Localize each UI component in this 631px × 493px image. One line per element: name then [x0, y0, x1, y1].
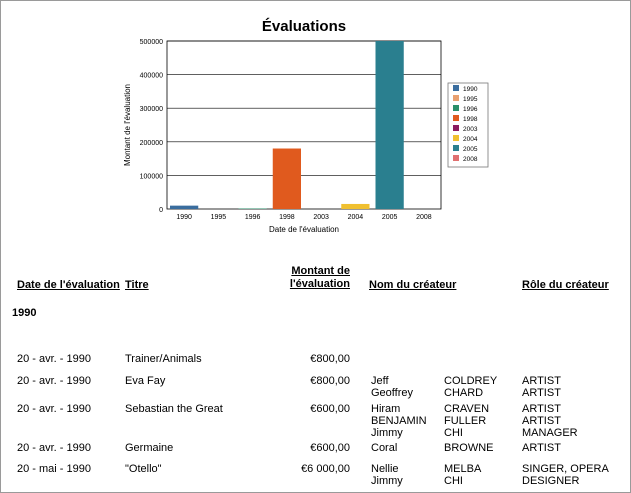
row-creator-role-line: ARTIST [522, 415, 561, 427]
x-tick-label: 2005 [382, 214, 398, 221]
legend-swatch [453, 115, 459, 121]
row-date: 20 - mai - 1990 [17, 463, 91, 475]
row-creator-first-name-line: Coral [371, 442, 398, 454]
row-date: 20 - avr. - 1990 [17, 375, 91, 387]
bar-1990 [170, 205, 199, 209]
x-axis-label: Date de l'évaluation [269, 225, 339, 234]
legend-entry: 2004 [463, 136, 478, 143]
legend-entry: 2003 [463, 126, 478, 133]
legend-swatch [453, 145, 459, 151]
row-creator-last-name-line: MELBA [444, 463, 482, 475]
legend-swatch [453, 105, 459, 111]
y-tick-label: 400000 [140, 73, 163, 80]
legend-entry: 2005 [463, 146, 478, 153]
x-tick-label: 2008 [416, 214, 432, 221]
row-creator-first-name: Hiram BENJAMIN Jimmy [371, 403, 427, 439]
bar-2005 [375, 41, 404, 209]
row-amount: €800,00 [310, 375, 350, 387]
plot-area [166, 40, 442, 210]
legend-entry: 1998 [463, 116, 478, 123]
row-date: 20 - avr. - 1990 [17, 353, 91, 365]
row-title: Germaine [125, 442, 174, 454]
legend-entry: 1995 [463, 96, 478, 103]
x-tick-label: 1996 [245, 214, 261, 221]
row-creator-first-name-line: Jimmy [371, 475, 403, 487]
y-tick-label: 200000 [140, 140, 163, 147]
y-tick-label: 300000 [140, 106, 163, 113]
chart-title: Évaluations [262, 18, 346, 35]
row-creator-first-name-line: Jeff [371, 375, 389, 387]
x-tick-label: 1990 [176, 214, 192, 221]
row-creator-last-name: CRAVEN FULLER CHI [444, 403, 489, 439]
x-tick-label: 1995 [211, 214, 227, 221]
legend-swatch [453, 155, 459, 161]
row-title: "Otello" [125, 463, 162, 475]
row-creator-role-line: SINGER, OPERA [522, 463, 609, 475]
bar-1998 [272, 148, 301, 209]
legend-entry: 1996 [463, 106, 478, 113]
row-creator-role-line: ARTIST [522, 442, 561, 454]
row-creator-last-name-line: BROWNE [444, 442, 494, 454]
row-creator-role-line: DESIGNER [522, 475, 580, 487]
row-creator-first-name-line: Geoffrey [371, 387, 413, 399]
row-amount: €600,00 [310, 442, 350, 454]
row-creator-last-name-line: CRAVEN [444, 403, 490, 415]
header-date[interactable]: Date de l'évaluation [17, 279, 120, 291]
legend-swatch [453, 135, 459, 141]
row-creator-role-line: ARTIST [522, 375, 561, 387]
row-creator-role: SINGER, OPERA DESIGNER [522, 463, 609, 487]
row-creator-role-line: ARTIST [522, 403, 561, 415]
row-creator-first-name-line: BENJAMIN [371, 415, 427, 427]
row-creator-first-name: Coral [371, 442, 397, 454]
row-amount: €800,00 [310, 353, 350, 365]
row-date: 20 - avr. - 1990 [17, 442, 91, 454]
y-tick-label: 0 [159, 207, 163, 214]
bar-2004 [341, 203, 370, 209]
row-creator-first-name-line: Nellie [371, 463, 399, 475]
row-creator-last-name: BROWNE [444, 442, 494, 454]
row-creator-role-line: MANAGER [522, 427, 578, 439]
row-creator-role: ARTIST ARTIST MANAGER [522, 403, 578, 439]
row-creator-role: ARTIST ARTIST [522, 375, 561, 399]
bar-1996 [238, 208, 267, 209]
legend-swatch [453, 125, 459, 131]
y-axis-label: Montant de l'évaluation [123, 84, 132, 166]
group-header-1990: 1990 [12, 307, 37, 319]
header-amount-line2: l'évaluation [289, 278, 350, 290]
header-amount-line1: Montant de [291, 265, 350, 277]
row-creator-last-name: COLDREY CHARD [444, 375, 497, 399]
legend-swatch [453, 95, 459, 101]
row-creator-last-name-line: FULLER [444, 415, 487, 427]
row-amount: €600,00 [310, 403, 350, 415]
row-creator-first-name: Nellie Jimmy [371, 463, 403, 487]
row-creator-last-name-line: CHI [444, 427, 463, 439]
row-creator-first-name-line: Jimmy [371, 427, 403, 439]
row-creator-first-name-line: Hiram [371, 403, 401, 415]
row-creator-last-name: MELBA CHI [444, 463, 481, 487]
row-title: Eva Fay [125, 375, 166, 387]
row-creator-last-name-line: CHARD [444, 387, 484, 399]
y-tick-label: 500000 [140, 39, 163, 46]
legend-swatch [453, 85, 459, 91]
row-title: Sebastian the Great [125, 403, 223, 415]
row-creator-last-name-line: COLDREY [444, 375, 498, 387]
row-creator-role: ARTIST [522, 442, 561, 454]
evaluations-chart: Évaluations 0 100000 200000 300000 400000 5000… [123, 18, 489, 234]
header-amount[interactable]: Montant de l'évaluation [270, 265, 350, 291]
y-tick-label: 100000 [140, 173, 163, 180]
header-creator[interactable]: Nom du créateur [369, 279, 457, 291]
header-title[interactable]: Titre [125, 279, 149, 291]
row-amount: €6 000,00 [301, 463, 350, 475]
legend-entry: 1990 [463, 86, 478, 93]
x-tick-label: 2004 [348, 214, 364, 221]
x-tick-label: 1998 [279, 214, 295, 221]
legend-entry: 2008 [463, 156, 478, 163]
row-date: 20 - avr. - 1990 [17, 403, 91, 415]
row-title: Trainer/Animals [125, 353, 202, 365]
x-tick-label: 2003 [313, 214, 329, 221]
row-creator-role-line: ARTIST [522, 387, 561, 399]
row-creator-first-name: Jeff Geoffrey [371, 375, 413, 399]
header-role[interactable]: Rôle du créateur [522, 279, 609, 291]
row-creator-last-name-line: CHI [444, 475, 463, 487]
